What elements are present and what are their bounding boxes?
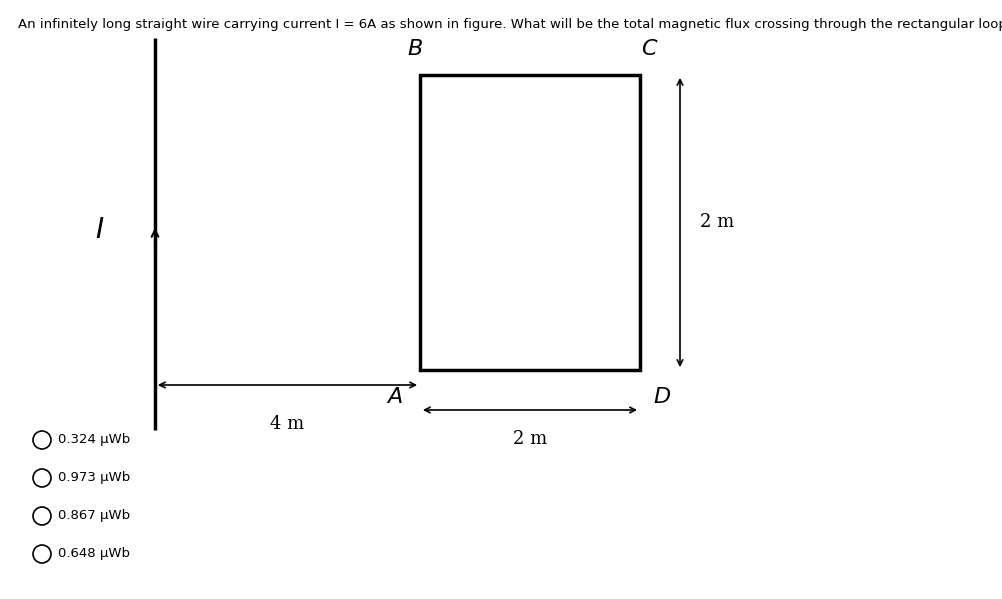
Text: $B$: $B$: [407, 38, 423, 60]
Text: 2 m: 2 m: [700, 213, 734, 231]
Text: $C$: $C$: [641, 38, 658, 60]
Text: 4 m: 4 m: [270, 415, 305, 433]
Text: 2 m: 2 m: [513, 430, 547, 448]
Text: 0.324 μWb: 0.324 μWb: [58, 434, 130, 446]
Text: 0.867 μWb: 0.867 μWb: [58, 510, 130, 522]
Text: $D$: $D$: [653, 386, 671, 408]
Text: 0.973 μWb: 0.973 μWb: [58, 471, 130, 485]
Bar: [420, 75, 640, 370]
Text: $I$: $I$: [95, 216, 105, 244]
Text: 0.648 μWb: 0.648 μWb: [58, 547, 130, 561]
Text: $A$: $A$: [386, 386, 403, 408]
Text: An infinitely long straight wire carrying current I = 6A as shown in figure. Wha: An infinitely long straight wire carryin…: [18, 18, 1002, 31]
